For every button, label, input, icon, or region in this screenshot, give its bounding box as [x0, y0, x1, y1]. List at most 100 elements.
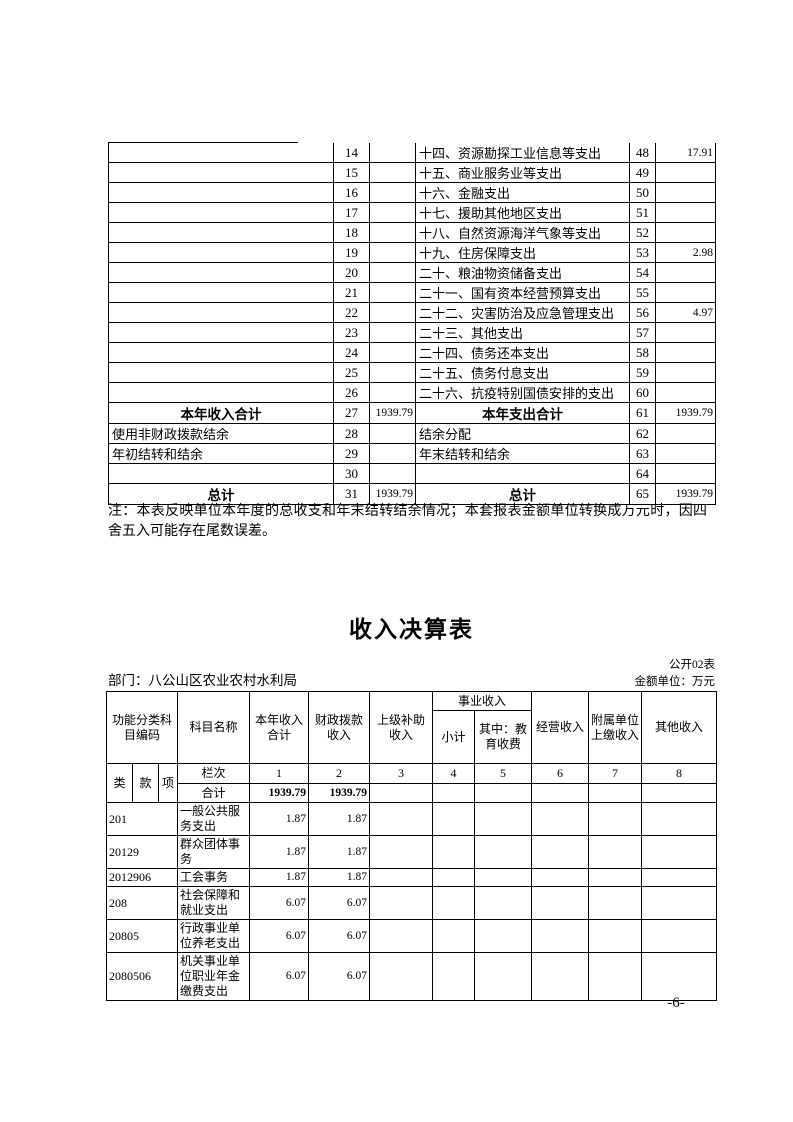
expense-row-no: 58 — [629, 342, 656, 364]
expense-row-no: 60 — [629, 382, 656, 404]
expense-item: 十五、商业服务业等支出 — [415, 162, 630, 184]
expense-amount — [655, 322, 716, 344]
income-statement-table: 功能分类科目编码 科目名称 本年收入合计 财政拨款收入 上级补助收入 事业收入 … — [106, 691, 718, 1001]
amount-cell — [432, 886, 475, 920]
amount-cell: 6.07 — [249, 886, 309, 920]
expense-amount — [655, 443, 716, 465]
expense-amount — [655, 463, 716, 485]
subject-name: 一般公共服务支出 — [177, 802, 250, 836]
expense-row-no: 52 — [629, 222, 656, 244]
table-meta-line: 部门：八公山区农业农村水利局 金额单位：万元 — [108, 669, 715, 689]
header-superior-subsidy: 上级补助收入 — [369, 691, 433, 764]
amount-cell — [588, 835, 643, 869]
income-data-row: 20805 行政事业单位养老支出 6.07 6.07 — [106, 919, 718, 953]
amount-cell: 1.87 — [249, 835, 309, 869]
income-row-no: 28 — [333, 423, 370, 445]
column-number: 1 — [249, 763, 309, 784]
amount-cell — [641, 952, 718, 1001]
header-func-code: 功能分类科目编码 — [106, 691, 178, 764]
income-amount — [369, 222, 416, 244]
header-class: 类 — [106, 763, 133, 803]
amount-cell: 6.07 — [308, 919, 370, 953]
amount-cell — [473, 886, 533, 920]
expense-row-no: 55 — [629, 282, 656, 304]
function-code: 2012906 — [106, 868, 178, 887]
amount-cell: 6.07 — [308, 886, 370, 920]
amount-cell — [531, 868, 590, 887]
summary-row: 30 64 — [108, 463, 716, 485]
amount-cell — [641, 868, 718, 887]
amount-cell — [432, 835, 475, 869]
header-business-edu-fee: 其中：教育收费 — [473, 710, 533, 764]
table-note: 注：本表反映单位本年度的总收支和年末结转结余情况；本套报表金额单位转换成万元时，… — [108, 504, 707, 539]
column-number: 2 — [308, 763, 370, 784]
income-row-no: 17 — [333, 202, 370, 224]
income-data-row: 2012906 工会事务 1.87 1.87 — [106, 868, 718, 887]
summary-row: 总计 31 1939.79 总计 65 1939.79 — [108, 483, 716, 506]
page-number: -6- — [667, 995, 685, 1011]
expense-item: 总计 — [415, 483, 630, 506]
amount-cell — [473, 835, 533, 869]
expense-item: 二十六、抗疫特别国债安排的支出 — [415, 382, 630, 404]
income-row-no: 15 — [333, 162, 370, 184]
column-number: 8 — [641, 763, 718, 784]
expense-row-no: 65 — [629, 483, 656, 506]
expense-amount — [655, 182, 716, 204]
expense-row-no: 48 — [629, 143, 656, 164]
income-item — [108, 463, 334, 485]
income-item — [108, 242, 334, 264]
summary-row: 使用非财政拨款结余 28 结余分配 62 — [108, 423, 716, 445]
header-affiliated-units: 附属单位上缴收入 — [588, 691, 643, 764]
amount-cell — [369, 802, 433, 836]
income-row-no: 30 — [333, 463, 370, 485]
income-item — [108, 143, 334, 164]
total-value — [369, 783, 433, 803]
income-amount — [369, 242, 416, 264]
amount-cell — [473, 802, 533, 836]
income-item — [108, 382, 334, 404]
header-section: 款 — [132, 763, 159, 803]
income-amount — [369, 342, 416, 364]
income-item — [108, 222, 334, 244]
summary-row: 24 二十四、债务还本支出 58 — [108, 342, 716, 364]
amount-cell — [432, 952, 475, 1001]
amount-cell: 6.07 — [249, 952, 309, 1001]
expense-row-no: 61 — [629, 402, 656, 425]
amount-cell — [641, 919, 718, 953]
expense-item: 十六、金融支出 — [415, 182, 630, 204]
income-item — [108, 302, 334, 324]
expense-item: 二十五、债务付息支出 — [415, 362, 630, 384]
amount-cell — [473, 952, 533, 1001]
department-label: 部门：八公山区农业农村水利局 — [108, 673, 297, 688]
summary-row: 15 十五、商业服务业等支出 49 — [108, 162, 716, 184]
income-item: 总计 — [108, 483, 334, 506]
expense-amount: 4.97 — [655, 302, 716, 324]
amount-cell — [641, 835, 718, 869]
summary-row: 21 二十一、国有资本经营预算支出 55 — [108, 282, 716, 304]
expense-amount — [655, 202, 716, 224]
header-fiscal-appropriation: 财政拨款收入 — [308, 691, 370, 764]
total-value — [641, 783, 718, 803]
expense-item — [415, 463, 630, 485]
income-row-no: 21 — [333, 282, 370, 304]
total-value: 1939.79 — [308, 783, 370, 803]
income-data-row: 208 社会保障和就业支出 6.07 6.07 — [106, 886, 718, 920]
expense-item: 二十二、灾害防治及应急管理支出 — [415, 302, 630, 324]
expense-amount — [655, 162, 716, 184]
amount-cell — [473, 868, 533, 887]
amount-cell: 1.87 — [308, 868, 370, 887]
expense-row-no: 63 — [629, 443, 656, 465]
header-business-income: 事业收入 — [431, 691, 533, 711]
column-number: 4 — [432, 763, 475, 784]
amount-cell — [432, 868, 475, 887]
expense-amount — [655, 282, 716, 304]
amount-cell: 6.07 — [308, 952, 370, 1001]
summary-row: 22 二十二、灾害防治及应急管理支出 56 4.97 — [108, 302, 716, 324]
amount-cell — [641, 802, 718, 836]
income-amount: 1939.79 — [369, 402, 416, 425]
amount-cell — [531, 919, 590, 953]
function-code: 20129 — [106, 835, 178, 869]
income-amount — [369, 382, 416, 404]
function-code: 20805 — [106, 919, 178, 953]
income-data-row: 201 一般公共服务支出 1.87 1.87 — [106, 802, 718, 836]
